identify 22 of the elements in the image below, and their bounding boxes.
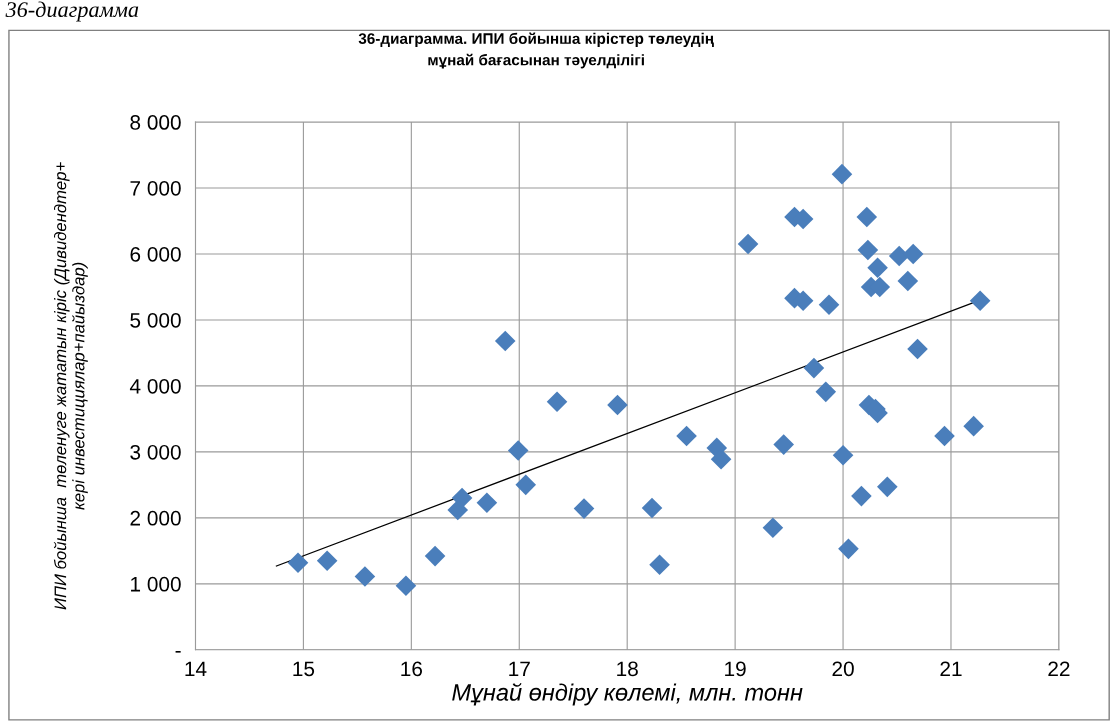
y-tick-label: 6 000	[130, 246, 181, 262]
x-tick-label: 22	[1048, 661, 1070, 677]
x-tick-label: 19	[725, 661, 746, 677]
x-tick-label: 17	[509, 661, 530, 677]
x-tick-label: 18	[617, 661, 638, 677]
y-tick-label: 8 000	[130, 115, 181, 130]
y-axis-title: ИПИ бойынша төленуге жататын кіріс (Дивидендтер+ кері инвестициялар+пайыздар)	[53, 162, 88, 610]
x-tick-label: 16	[401, 661, 423, 677]
y-tick-label: 2 000	[130, 510, 181, 526]
x-tick-label: 14	[185, 661, 207, 677]
y-tick-label: 1 000	[131, 576, 181, 592]
text: 36-диаграмма	[5, 1, 139, 22]
x-tick-label: 21	[940, 661, 962, 677]
chart-title: 36-диаграмма. ИПИ бойынша кірістер төлеудің мұнай бағасынан тәуелділігі	[358, 32, 714, 69]
y-tick-label: -	[175, 651, 181, 653]
x-tick-label: 20	[832, 661, 854, 677]
y-tick-label: 3 000	[130, 444, 181, 460]
y-tick-label: 7 000	[130, 180, 181, 196]
y-tick-label: 4 000	[129, 378, 181, 394]
x-tick-label: 15	[293, 661, 315, 677]
x-axis-title: Мұнай өндіру көлемі, млн. тонн	[452, 683, 803, 706]
y-tick-label: 5 000	[130, 312, 181, 328]
